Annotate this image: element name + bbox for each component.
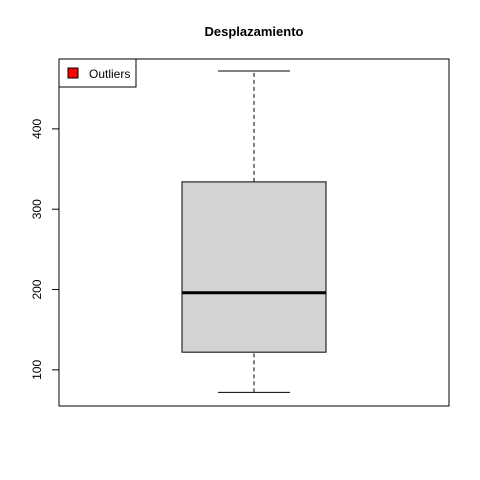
legend: Outliers (58, 58, 137, 88)
y-tick-label: 200 (30, 279, 44, 299)
y-tick-label: 400 (30, 119, 44, 139)
plot-frame (58, 58, 450, 407)
chart-title: Desplazamiento (205, 24, 304, 39)
boxplot (181, 70, 327, 393)
y-tick-label: 300 (30, 199, 44, 219)
interquartile-box (181, 181, 327, 353)
legend-swatch (67, 67, 79, 79)
legend-label: Outliers (89, 67, 130, 81)
y-tick-label: 100 (30, 360, 44, 380)
